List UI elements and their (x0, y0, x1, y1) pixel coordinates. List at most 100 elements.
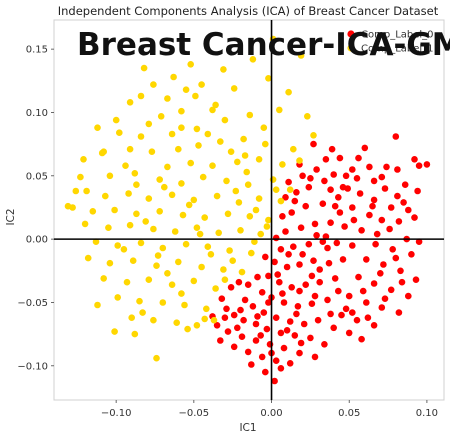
data-point-comp-label-1 (193, 322, 201, 329)
data-point-comp-label-0 (213, 322, 221, 329)
data-point-comp-label-0 (342, 172, 350, 180)
data-point-comp-label-0 (291, 197, 299, 205)
data-point-comp-label-1 (187, 159, 194, 167)
data-point-comp-label-0 (254, 313, 261, 320)
data-point-comp-label-0 (319, 238, 327, 245)
data-point-comp-label-0 (335, 287, 342, 295)
data-point-comp-label-1 (148, 148, 156, 155)
data-point-comp-label-0 (378, 304, 386, 311)
data-point-comp-label-1 (164, 163, 171, 171)
data-point-comp-label-1 (243, 168, 250, 176)
data-point-comp-label-0 (249, 303, 257, 310)
data-point-comp-label-0 (414, 187, 421, 195)
data-point-comp-label-1 (290, 145, 297, 153)
data-point-comp-label-1 (170, 73, 177, 81)
data-point-comp-label-0 (265, 299, 272, 306)
data-point-comp-label-1 (237, 227, 244, 234)
data-point-comp-label-1 (125, 190, 132, 197)
data-point-comp-label-0 (260, 309, 268, 316)
data-point-comp-label-1 (178, 290, 185, 297)
data-point-comp-label-1 (207, 251, 215, 258)
data-point-comp-label-0 (288, 284, 296, 291)
data-point-comp-label-0 (230, 311, 238, 319)
x-tick-label: −0.10 (101, 408, 132, 419)
data-point-comp-label-0 (333, 239, 341, 247)
data-point-comp-label-1 (246, 111, 254, 119)
data-point-comp-label-1 (201, 214, 208, 221)
data-point-comp-label-1 (175, 258, 182, 266)
data-point-comp-label-1 (201, 315, 208, 323)
data-point-comp-label-0 (224, 328, 232, 335)
data-point-comp-label-0 (349, 204, 356, 211)
legend-marker (347, 44, 355, 52)
data-point-comp-label-1 (129, 257, 137, 265)
data-point-comp-label-0 (321, 341, 328, 348)
legend-label: Comp_Label_1 (361, 44, 434, 55)
data-point-comp-label-0 (383, 163, 390, 171)
y-axis-label: IC2 (5, 208, 17, 225)
data-point-comp-label-1 (94, 301, 101, 309)
data-point-comp-label-0 (279, 290, 286, 297)
data-point-comp-label-0 (411, 156, 418, 163)
data-point-comp-label-1 (81, 220, 89, 228)
data-point-comp-label-0 (274, 271, 282, 278)
data-point-comp-label-1 (209, 106, 216, 114)
data-point-comp-label-0 (272, 314, 280, 322)
data-point-comp-label-0 (400, 199, 407, 206)
overlay-watermark-text: Breast Cancer-ICA-GMM (77, 27, 450, 63)
data-point-comp-label-1 (193, 125, 201, 133)
data-point-comp-label-1 (257, 230, 265, 238)
x-axis-label: IC1 (239, 422, 256, 434)
data-point-comp-label-0 (322, 233, 330, 240)
data-point-comp-label-0 (235, 278, 243, 286)
data-point-comp-label-0 (415, 238, 423, 245)
data-point-comp-label-1 (224, 210, 232, 218)
data-point-comp-label-1 (164, 95, 171, 102)
data-point-comp-label-0 (361, 144, 369, 152)
data-point-comp-label-0 (277, 365, 285, 372)
data-points (64, 35, 431, 385)
data-point-comp-label-1 (126, 221, 134, 229)
data-point-comp-label-0 (412, 276, 420, 284)
data-point-comp-label-1 (234, 158, 241, 166)
data-point-comp-label-0 (370, 280, 378, 287)
data-point-comp-label-1 (72, 187, 80, 195)
data-point-comp-label-1 (122, 162, 129, 169)
data-point-comp-label-0 (221, 314, 229, 322)
plot-frame (53, 19, 445, 401)
data-point-comp-label-1 (137, 92, 145, 100)
data-point-comp-label-1 (131, 330, 139, 338)
data-point-comp-label-1 (168, 130, 176, 138)
data-point-comp-label-0 (307, 334, 314, 342)
x-tick-label: 0.05 (338, 408, 360, 419)
data-point-comp-label-1 (77, 173, 84, 181)
data-point-comp-label-1 (297, 52, 305, 59)
data-point-comp-label-1 (212, 285, 219, 292)
legend-marker (347, 30, 355, 38)
data-point-comp-label-0 (381, 185, 389, 192)
data-point-comp-label-0 (359, 287, 367, 295)
data-point-comp-label-1 (123, 278, 131, 286)
data-point-comp-label-1 (106, 259, 114, 267)
data-point-comp-label-0 (217, 337, 224, 344)
data-point-comp-label-0 (335, 194, 342, 201)
data-point-comp-label-0 (387, 286, 395, 294)
data-point-comp-label-1 (279, 161, 286, 168)
data-point-comp-label-0 (299, 251, 306, 258)
data-point-comp-label-0 (370, 177, 378, 185)
data-point-comp-label-1 (157, 113, 165, 120)
data-point-comp-label-0 (377, 270, 384, 277)
data-point-comp-label-1 (150, 316, 157, 324)
reference-lines (54, 20, 444, 400)
data-point-comp-label-0 (322, 156, 330, 163)
data-point-comp-label-1 (179, 211, 187, 219)
data-point-comp-label-1 (139, 309, 146, 316)
data-point-comp-label-1 (89, 208, 97, 215)
data-point-comp-label-1 (213, 192, 221, 200)
data-point-comp-label-0 (327, 219, 334, 226)
data-point-comp-label-1 (204, 130, 212, 138)
data-point-comp-label-1 (240, 135, 247, 143)
data-point-comp-label-0 (299, 172, 306, 180)
